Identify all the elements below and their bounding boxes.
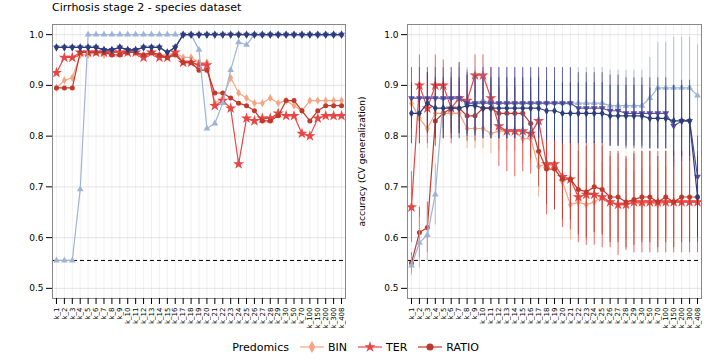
svg-text:k_200: k_200	[322, 308, 330, 329]
svg-text:k_408: k_408	[338, 308, 346, 329]
svg-text:k_7: k_7	[100, 308, 108, 320]
svg-text:k_14: k_14	[156, 307, 164, 324]
svg-text:0.9: 0.9	[384, 80, 399, 90]
svg-text:0.8: 0.8	[29, 131, 44, 141]
svg-text:k_20: k_20	[203, 308, 211, 324]
svg-text:0.6: 0.6	[384, 232, 399, 242]
svg-text:k_27: k_27	[614, 308, 622, 324]
svg-text:k_26: k_26	[251, 307, 259, 324]
svg-text:k_17: k_17	[535, 308, 543, 324]
svg-text:k_20: k_20	[559, 308, 567, 324]
svg-text:k_19: k_19	[195, 308, 203, 324]
svg-text:k_26: k_26	[606, 307, 614, 324]
svg-text:k_30: k_30	[638, 308, 646, 324]
svg-text:k_2: k_2	[61, 308, 69, 320]
svg-text:k_70: k_70	[654, 308, 662, 324]
svg-text:k_6: k_6	[447, 307, 455, 320]
svg-text:k_100: k_100	[306, 308, 314, 329]
svg-text:k_5: k_5	[439, 308, 447, 320]
svg-text:0.8: 0.8	[384, 131, 399, 141]
svg-text:k_29: k_29	[274, 308, 282, 324]
svg-text:k_17: k_17	[179, 308, 187, 324]
svg-text:k_25: k_25	[598, 308, 606, 324]
svg-text:k_19: k_19	[551, 308, 559, 324]
svg-text:k_8: k_8	[463, 308, 471, 320]
svg-text:k_25: k_25	[243, 308, 251, 324]
svg-text:k_1: k_1	[408, 308, 416, 320]
svg-text:k_150: k_150	[314, 308, 322, 329]
html-text:Predomics: Predomics	[232, 340, 289, 354]
svg-text:k_1: k_1	[53, 308, 61, 320]
svg-text:k_30: k_30	[282, 308, 290, 324]
svg-text:k_12: k_12	[495, 308, 503, 324]
svg-text:k_15: k_15	[164, 308, 172, 324]
svg-text:k_5: k_5	[84, 308, 92, 320]
svg-text:k_10: k_10	[479, 308, 487, 324]
svg-text:k_9: k_9	[116, 308, 124, 320]
svg-text:k_14: k_14	[511, 307, 519, 324]
svg-text:k_70: k_70	[298, 308, 306, 324]
svg-text:k_10: k_10	[124, 308, 132, 324]
svg-text:k_7: k_7	[455, 308, 463, 320]
svg-text:k_24: k_24	[590, 307, 598, 324]
svg-text:0.6: 0.6	[29, 232, 44, 242]
svg-text:0.5: 0.5	[384, 283, 398, 293]
html-text:RATIO: RATIO	[446, 340, 479, 354]
svg-text:k_3: k_3	[69, 308, 77, 320]
svg-text:k_9: k_9	[471, 308, 479, 320]
svg-text:k_24: k_24	[235, 307, 243, 324]
svg-text:k_23: k_23	[583, 308, 591, 324]
svg-text:k_11: k_11	[132, 308, 140, 324]
svg-text:k_2: k_2	[416, 308, 424, 320]
svg-text:k_200: k_200	[678, 308, 686, 329]
svg-text:0.9: 0.9	[29, 80, 44, 90]
html-text:BIN: BIN	[328, 340, 347, 354]
svg-text:k_18: k_18	[543, 308, 551, 324]
svg-text:k_18: k_18	[187, 308, 195, 324]
svg-text:k_300: k_300	[330, 308, 338, 329]
svg-text:k_50: k_50	[646, 308, 654, 324]
svg-text:k_21: k_21	[567, 308, 575, 324]
svg-text:k_6: k_6	[92, 307, 100, 320]
svg-text:1.0: 1.0	[29, 30, 44, 40]
svg-text:k_28: k_28	[622, 308, 630, 324]
html-text:TER: TER	[386, 340, 408, 354]
svg-text:k_100: k_100	[662, 308, 670, 329]
svg-text:0.7: 0.7	[384, 182, 398, 192]
svg-text:k_12: k_12	[140, 308, 148, 324]
svg-text:k_22: k_22	[575, 308, 583, 324]
svg-text:k_16: k_16	[171, 307, 179, 324]
svg-text:k_13: k_13	[503, 308, 511, 324]
svg-text:k_11: k_11	[487, 308, 495, 324]
svg-text:k_23: k_23	[227, 308, 235, 324]
svg-text:k_15: k_15	[519, 308, 527, 324]
svg-text:k_22: k_22	[219, 308, 227, 324]
svg-text:k_4: k_4	[76, 307, 84, 320]
svg-text:k_16: k_16	[527, 307, 535, 324]
svg-text:k_3: k_3	[424, 308, 432, 320]
svg-text:k_27: k_27	[259, 308, 267, 324]
svg-text:0.7: 0.7	[29, 182, 43, 192]
svg-text:k_300: k_300	[686, 308, 694, 329]
svg-text:k_150: k_150	[670, 308, 678, 329]
svg-text:k_50: k_50	[290, 308, 298, 324]
svg-text:k_4: k_4	[432, 307, 440, 320]
svg-text:k_8: k_8	[108, 308, 116, 320]
svg-text:k_13: k_13	[148, 308, 156, 324]
svg-text:k_21: k_21	[211, 308, 219, 324]
svg-text:0.5: 0.5	[29, 283, 43, 293]
html-text:Cirrhosis stage 2 - species da: Cirrhosis stage 2 - species dataset	[52, 1, 242, 14]
svg-text:1.0: 1.0	[384, 30, 399, 40]
svg-text:k_408: k_408	[694, 308, 702, 329]
svg-text:accuracy (CV generalization): accuracy (CV generalization)	[357, 97, 367, 227]
svg-text:k_29: k_29	[630, 308, 638, 324]
svg-text:k_28: k_28	[267, 308, 275, 324]
